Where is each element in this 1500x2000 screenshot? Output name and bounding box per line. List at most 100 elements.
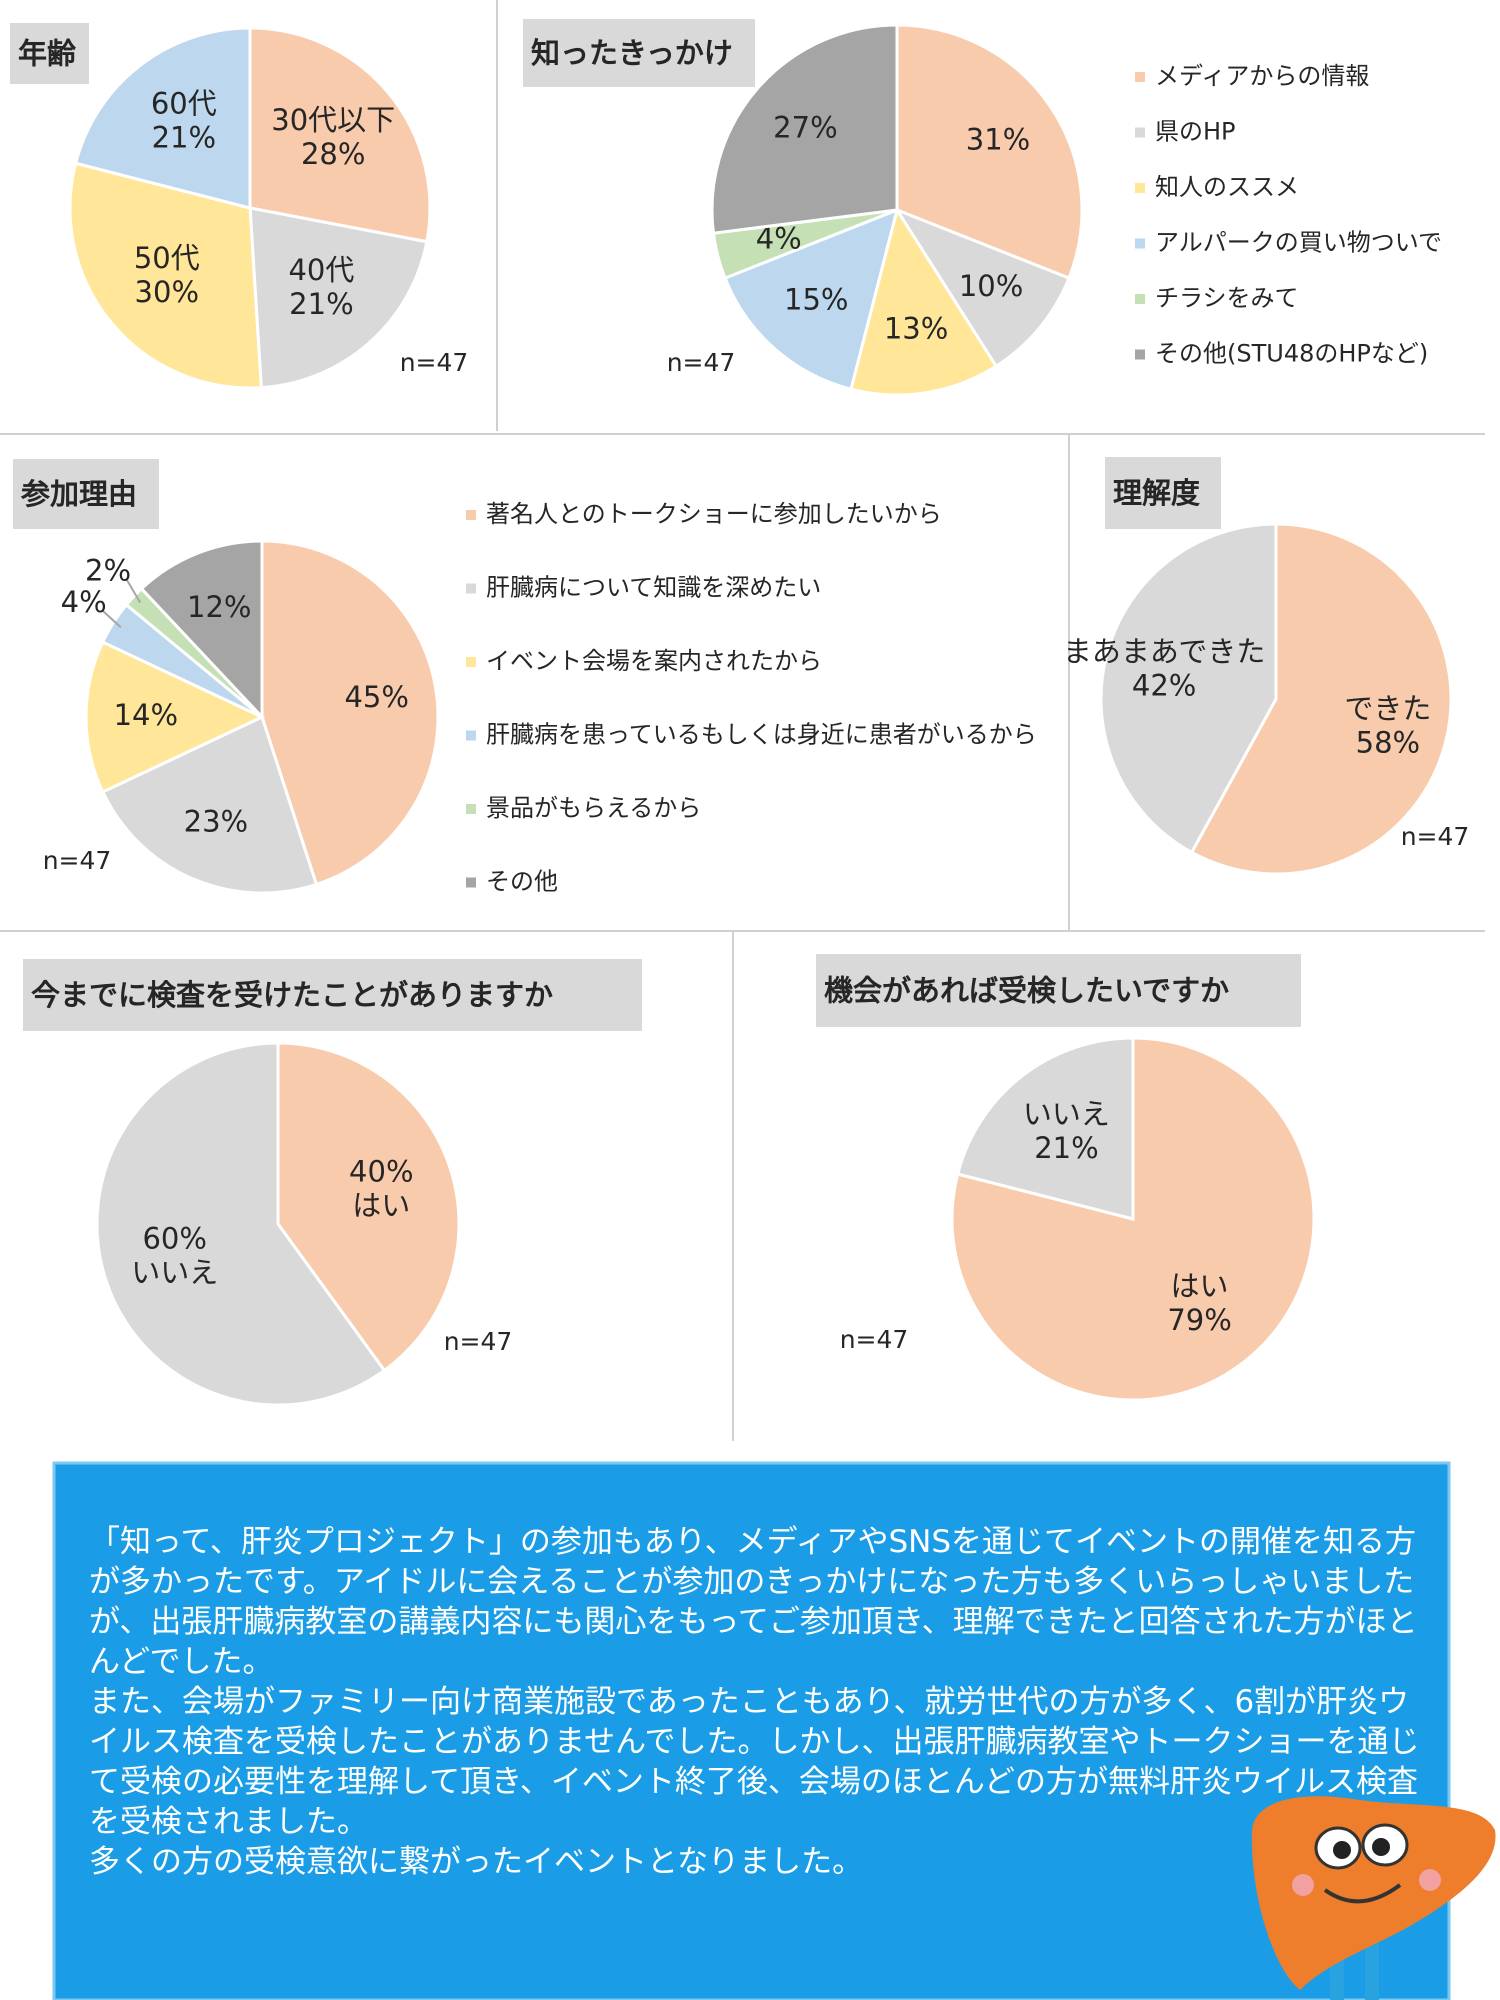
- summary-paragraph: 「知って、肝炎プロジェクト」の参加もあり、メディアやSNSを通じてイベントの開催…: [89, 1524, 1418, 1680]
- legend-swatch: [1135, 238, 1145, 249]
- summary-paragraph: 多くの方の受検意欲に繋がったイベントとなりました。: [89, 1844, 864, 1880]
- sample-note: n=47: [444, 1327, 513, 1356]
- chart-title: 理解度: [1113, 476, 1200, 510]
- title-box: [23, 959, 642, 1031]
- pie-slice: [710, 23, 899, 235]
- title-box: [13, 459, 159, 529]
- legend-swatch: [466, 657, 476, 667]
- legend-swatch: [1135, 72, 1145, 82]
- pie-slice: [260, 539, 440, 887]
- legend-label: 肝臓病を患っているもしくは身近に患者がいるから: [486, 721, 1037, 749]
- legend-swatch: [1135, 349, 1145, 360]
- chart-title: 知ったきっかけ: [531, 36, 733, 70]
- chart-title: 年齢: [18, 37, 76, 71]
- pie-slice: [73, 26, 252, 210]
- leader-line: [125, 577, 141, 604]
- data-label: 42%: [1132, 668, 1196, 702]
- pie-slice: [955, 1036, 1135, 1221]
- legend-label: イベント会場を案内されたから: [486, 647, 822, 675]
- title-box: [1105, 457, 1221, 529]
- legend-swatch: [466, 730, 476, 741]
- pie-slice: [248, 26, 432, 244]
- summary-box: [52, 1461, 1451, 2000]
- data-label: 21%: [289, 287, 353, 321]
- legend-swatch: [1135, 183, 1145, 193]
- data-label: 13%: [884, 312, 948, 346]
- data-label: 4%: [61, 585, 107, 619]
- legend-swatch: [466, 583, 476, 594]
- legend-swatch: [466, 804, 476, 814]
- slice-category-label: まあまあできた: [1063, 634, 1265, 668]
- legend-label: チラシをみて: [1155, 284, 1299, 312]
- legend-label: 知人のススメ: [1155, 173, 1299, 201]
- mascot-pupil: [1333, 1841, 1351, 1859]
- legend-swatch: [466, 510, 476, 520]
- pie-slice: [68, 161, 263, 390]
- legend-swatch: [466, 877, 476, 888]
- pie-slice: [893, 206, 1071, 369]
- data-label: 23%: [184, 805, 248, 839]
- sample-note: n=47: [1401, 822, 1470, 851]
- leader-line: [101, 609, 122, 629]
- pie-slice: [95, 1041, 387, 1407]
- pie-slice: [1099, 522, 1278, 855]
- slice-category-label: 40代: [288, 253, 354, 287]
- pie-slice: [1189, 522, 1453, 876]
- pie-slice: [723, 207, 900, 392]
- pie-slice: [100, 714, 319, 895]
- mascot-mouth: [1323, 1883, 1402, 1904]
- mascot-leg: [1365, 1930, 1379, 2000]
- pie-slice: [849, 206, 999, 397]
- pie-slice: [139, 539, 264, 721]
- data-label: 27%: [773, 110, 837, 144]
- data-label: 58%: [1356, 726, 1420, 760]
- pie-slice: [84, 640, 266, 794]
- slice-category-label: いいえ: [131, 1256, 218, 1290]
- mascot-body: [1251, 1796, 1496, 1990]
- slice-category-label: はい: [1171, 1269, 1229, 1303]
- mascot-cheek: [1419, 1869, 1441, 1891]
- legend-label: 肝臓病について知識を深めたい: [486, 574, 821, 602]
- sample-note: n=47: [840, 1325, 909, 1354]
- data-label: 60%: [142, 1222, 206, 1256]
- data-label: 15%: [784, 283, 848, 317]
- summary-paragraph: また、会場がファミリー向け商業施設であったこともあり、就労世代の方が多く、6割が…: [89, 1684, 1420, 1840]
- summary-text: 「知って、肝炎プロジェクト」の参加もあり、メディアやSNSを通じてイベントの開催…: [89, 1522, 1439, 1882]
- legend-label: アルパークの買い物ついで: [1155, 229, 1442, 257]
- data-label: 21%: [1034, 1131, 1098, 1165]
- legend-swatch: [1135, 127, 1145, 138]
- pie-slice: [248, 206, 429, 390]
- mascot: [1251, 1796, 1496, 2000]
- legend-label: 景品がもらえるから: [486, 794, 701, 822]
- slice-category-label: 30代以下: [271, 103, 395, 137]
- legend-label: メディアからの情報: [1155, 62, 1369, 90]
- pie-slice: [950, 1036, 1316, 1402]
- legend-label: その他(STU48のHPなど): [1155, 340, 1428, 368]
- title-box: [10, 23, 89, 84]
- chart-title: 今までに検査を受けたことがありますか: [31, 978, 553, 1012]
- legend-label: 著名人とのトークショーに参加したいから: [486, 500, 942, 528]
- pie-slice: [276, 1041, 461, 1373]
- mascot-cheek: [1292, 1874, 1314, 1896]
- data-label: 31%: [966, 122, 1030, 156]
- title-box: [523, 19, 755, 87]
- data-label: 28%: [301, 137, 365, 171]
- title-box: [816, 954, 1301, 1027]
- chart-title: 機会があれば受検したいですか: [824, 974, 1229, 1008]
- slice-category-label: 60代: [151, 87, 217, 121]
- data-label: 30%: [135, 275, 199, 309]
- sample-note: n=47: [43, 846, 112, 875]
- sample-note: n=47: [400, 348, 469, 377]
- sample-note: n=47: [667, 348, 736, 377]
- data-label: 40%: [349, 1154, 413, 1188]
- pie-slice: [895, 23, 1084, 281]
- slice-category-label: はい: [352, 1188, 410, 1222]
- data-label: 14%: [114, 698, 178, 732]
- data-label: 2%: [85, 553, 131, 587]
- data-label: 45%: [344, 680, 408, 714]
- data-label: 79%: [1167, 1303, 1231, 1337]
- slice-category-label: 50代: [134, 241, 200, 275]
- chart-title: 参加理由: [20, 477, 137, 511]
